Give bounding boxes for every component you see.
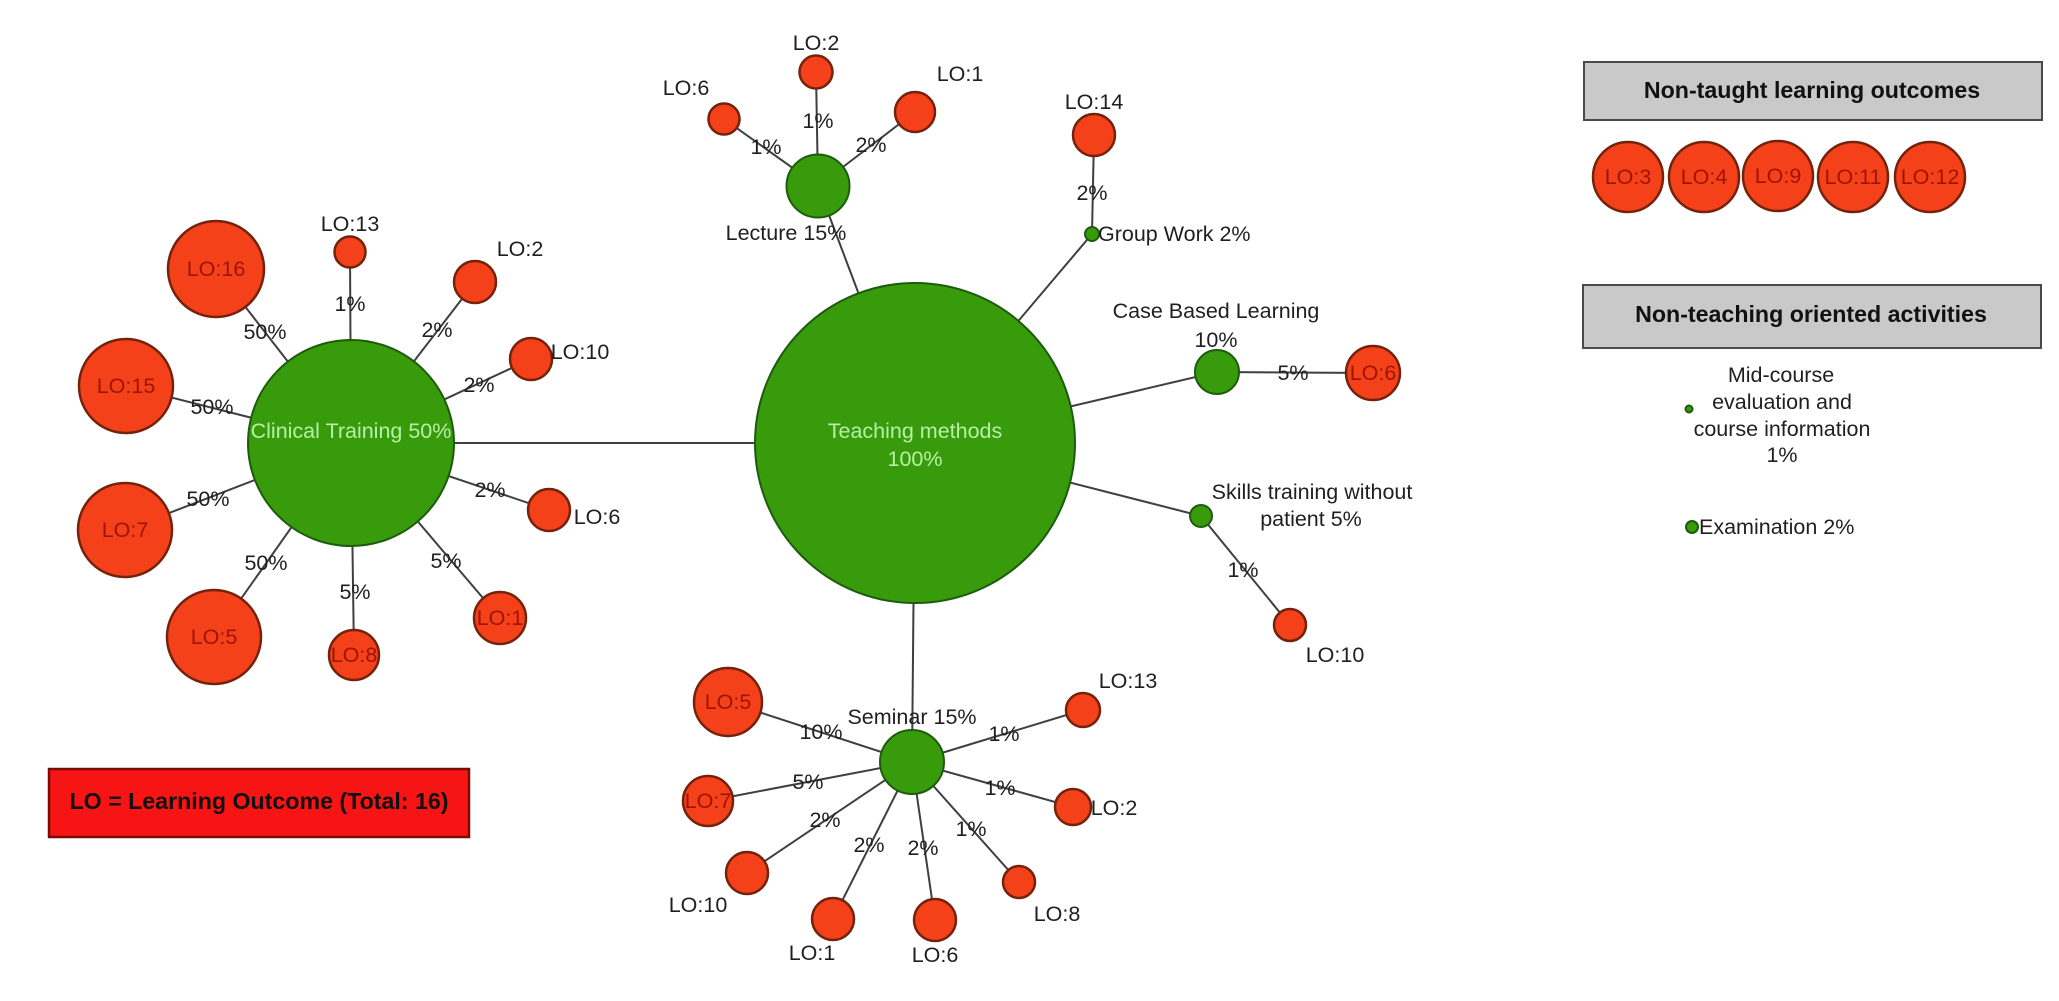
- svg-text:LO:7: LO:7: [102, 518, 149, 542]
- svg-text:LO:8: LO:8: [331, 643, 378, 667]
- svg-text:2%: 2%: [855, 133, 886, 157]
- svg-text:Skills training without: Skills training without: [1212, 480, 1413, 504]
- svg-text:2%: 2%: [907, 836, 938, 860]
- svg-text:Lecture 15%: Lecture 15%: [726, 221, 847, 245]
- svg-text:2%: 2%: [463, 373, 494, 397]
- svg-text:Seminar 15%: Seminar 15%: [847, 705, 976, 729]
- svg-text:LO:16: LO:16: [187, 257, 246, 281]
- svg-text:LO:5: LO:5: [705, 690, 752, 714]
- svg-text:50%: 50%: [190, 395, 233, 419]
- svg-text:5%: 5%: [1277, 361, 1308, 385]
- svg-text:1%: 1%: [1227, 558, 1258, 582]
- svg-text:LO:3: LO:3: [1605, 165, 1652, 189]
- svg-text:LO:13: LO:13: [321, 212, 380, 236]
- svg-text:LO:10: LO:10: [551, 340, 610, 364]
- svg-text:LO:14: LO:14: [1065, 90, 1124, 114]
- svg-text:LO:6: LO:6: [574, 505, 621, 529]
- svg-text:100%: 100%: [888, 447, 943, 471]
- svg-text:2%: 2%: [421, 318, 452, 342]
- svg-text:Teaching methods: Teaching methods: [828, 419, 1003, 443]
- svg-text:1%: 1%: [334, 292, 365, 316]
- svg-text:1%: 1%: [984, 776, 1015, 800]
- svg-text:LO:6: LO:6: [663, 76, 710, 100]
- svg-text:LO:15: LO:15: [97, 374, 156, 398]
- svg-text:LO:1: LO:1: [937, 62, 984, 86]
- svg-text:1%: 1%: [750, 135, 781, 159]
- svg-text:Examination 2%: Examination 2%: [1699, 515, 1854, 539]
- svg-text:5%: 5%: [792, 770, 823, 794]
- svg-text:LO:11: LO:11: [1825, 165, 1882, 189]
- svg-text:LO:10: LO:10: [669, 893, 728, 917]
- svg-text:10%: 10%: [1194, 328, 1237, 352]
- svg-text:LO:1: LO:1: [789, 941, 836, 965]
- svg-text:Mid-course: Mid-course: [1728, 363, 1834, 387]
- svg-text:LO:10: LO:10: [1306, 643, 1365, 667]
- svg-text:LO:8: LO:8: [1034, 902, 1081, 926]
- svg-text:5%: 5%: [339, 580, 370, 604]
- svg-text:Clinical Training 50%: Clinical Training 50%: [251, 419, 452, 443]
- svg-text:1%: 1%: [988, 722, 1019, 746]
- svg-text:50%: 50%: [243, 320, 286, 344]
- svg-text:Group Work 2%: Group Work 2%: [1098, 222, 1251, 246]
- svg-text:1%: 1%: [802, 109, 833, 133]
- svg-text:LO = Learning Outcome (Total:: LO = Learning Outcome (Total: 16): [70, 788, 449, 814]
- svg-text:1%: 1%: [1766, 443, 1797, 467]
- svg-text:LO:2: LO:2: [1091, 796, 1138, 820]
- svg-text:LO:7: LO:7: [685, 789, 732, 813]
- svg-text:Case Based Learning: Case Based Learning: [1113, 299, 1320, 323]
- svg-text:LO:5: LO:5: [191, 625, 238, 649]
- svg-text:LO:1: LO:1: [477, 606, 524, 630]
- svg-text:Non-teaching oriented activiti: Non-teaching oriented activities: [1635, 301, 1987, 327]
- svg-text:LO:2: LO:2: [497, 237, 544, 261]
- svg-text:evaluation and: evaluation and: [1712, 390, 1852, 414]
- svg-text:LO:6: LO:6: [912, 943, 959, 967]
- svg-text:Non-taught learning outcomes: Non-taught learning outcomes: [1644, 77, 1980, 103]
- svg-text:LO:2: LO:2: [793, 31, 840, 55]
- svg-text:LO:12: LO:12: [1901, 165, 1960, 189]
- svg-text:50%: 50%: [244, 551, 287, 575]
- svg-text:10%: 10%: [799, 720, 842, 744]
- svg-text:2%: 2%: [809, 808, 840, 832]
- svg-text:5%: 5%: [430, 549, 461, 573]
- svg-text:50%: 50%: [186, 487, 229, 511]
- svg-text:LO:13: LO:13: [1099, 669, 1158, 693]
- svg-text:2%: 2%: [853, 833, 884, 857]
- svg-text:course information: course information: [1694, 417, 1871, 441]
- svg-text:LO:6: LO:6: [1350, 361, 1397, 385]
- svg-text:2%: 2%: [1076, 181, 1107, 205]
- svg-text:2%: 2%: [474, 478, 505, 502]
- svg-text:patient 5%: patient 5%: [1260, 507, 1362, 531]
- svg-text:LO:4: LO:4: [1681, 165, 1728, 189]
- svg-text:LO:9: LO:9: [1755, 164, 1802, 188]
- svg-text:1%: 1%: [955, 817, 986, 841]
